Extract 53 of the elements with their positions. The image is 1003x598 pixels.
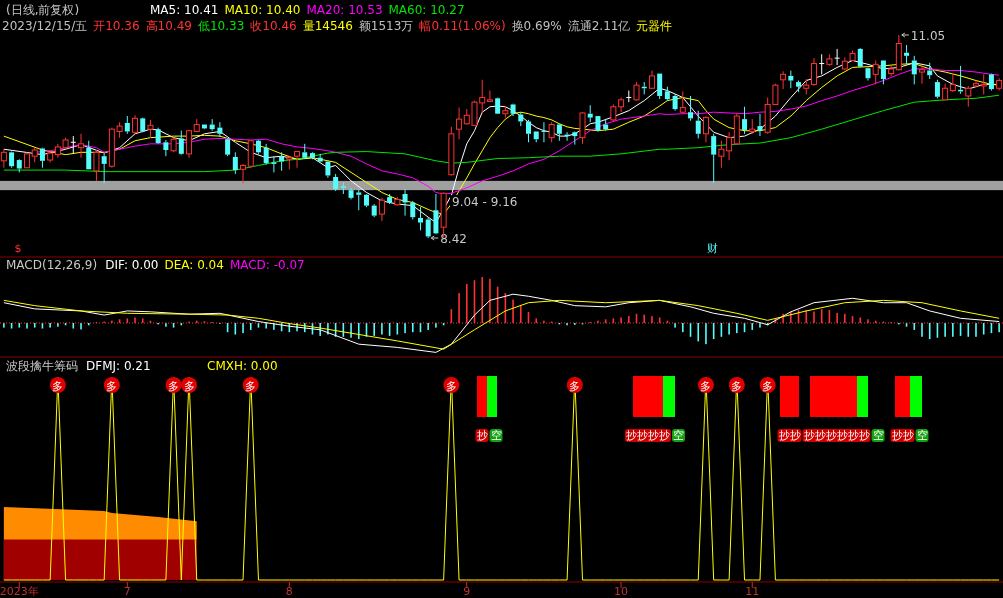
x-tick-label: 7 [123, 585, 131, 598]
x-tick-label: 9 [463, 585, 471, 598]
signal-badge: 多 [443, 377, 460, 393]
text: 额1513万 [358, 19, 414, 33]
text: DEA: 0.04 [164, 258, 224, 272]
annotation: 抄 [476, 429, 488, 442]
signal-badge: 多 [728, 377, 745, 393]
x-tick-label: 8 [285, 585, 293, 598]
chart-title: 波段擒牛筹码 [6, 359, 78, 373]
annotation: 抄抄 [778, 429, 801, 442]
signal-badge: 多 [242, 377, 259, 393]
x-tick-label: 10 [614, 585, 629, 598]
text: DFMJ: 0.21 [86, 359, 151, 373]
annotation: 空 [673, 429, 684, 442]
band-label: 9.04 - 9.16 [452, 195, 518, 210]
signal-badge: 多 [181, 377, 198, 393]
annotation: 空 [872, 429, 884, 442]
text: MA10: 10.40 [224, 3, 301, 17]
text: 2023/12/15/五 [2, 19, 88, 33]
x-tick-label: 11 [745, 585, 760, 598]
text: CMXH: 0.00 [207, 359, 278, 373]
annotation: 空 [490, 429, 502, 442]
chart-title: (日线,前复权) [6, 3, 80, 17]
text: DIF: 0.00 [105, 258, 159, 272]
annotation: 11.05 [910, 29, 946, 43]
text: MA20: 10.53 [306, 3, 383, 17]
signal-badge: 多 [759, 377, 776, 393]
text: 元器件 [636, 19, 673, 33]
text: 开10.36 [93, 19, 140, 33]
annotation: 抄抄 [891, 429, 914, 442]
annotation: 8.42 [440, 232, 467, 246]
annotation: 抄抄抄抄 [626, 429, 670, 442]
signal-badge: 多 [49, 377, 66, 393]
signal-badge: 多 [566, 377, 583, 393]
text: 财 [706, 242, 718, 255]
annotation: 空 [916, 429, 928, 442]
x-tick-label: 2023年 [0, 585, 39, 598]
text: MA60: 10.27 [388, 3, 465, 17]
text: 幅0.11(1.06%) [419, 19, 506, 33]
text: 量14546 [302, 19, 353, 33]
text: 流通2.11亿 [567, 19, 631, 33]
text: $ [14, 242, 22, 255]
text: 收10.46 [250, 19, 297, 33]
text: 高10.49 [145, 19, 192, 33]
text: 换0.69% [511, 19, 562, 33]
signal-badge: 多 [697, 377, 714, 393]
signal-badge: 多 [103, 377, 120, 393]
text: MA5: 10.41 [150, 3, 219, 17]
chart-title: MACD(12,26,9) [6, 258, 98, 272]
text: MACD: -0.07 [229, 258, 305, 272]
signal-badge: 多 [165, 377, 182, 393]
annotation: 抄抄抄抄抄抄 [803, 429, 870, 442]
text: 低10.33 [197, 19, 245, 33]
